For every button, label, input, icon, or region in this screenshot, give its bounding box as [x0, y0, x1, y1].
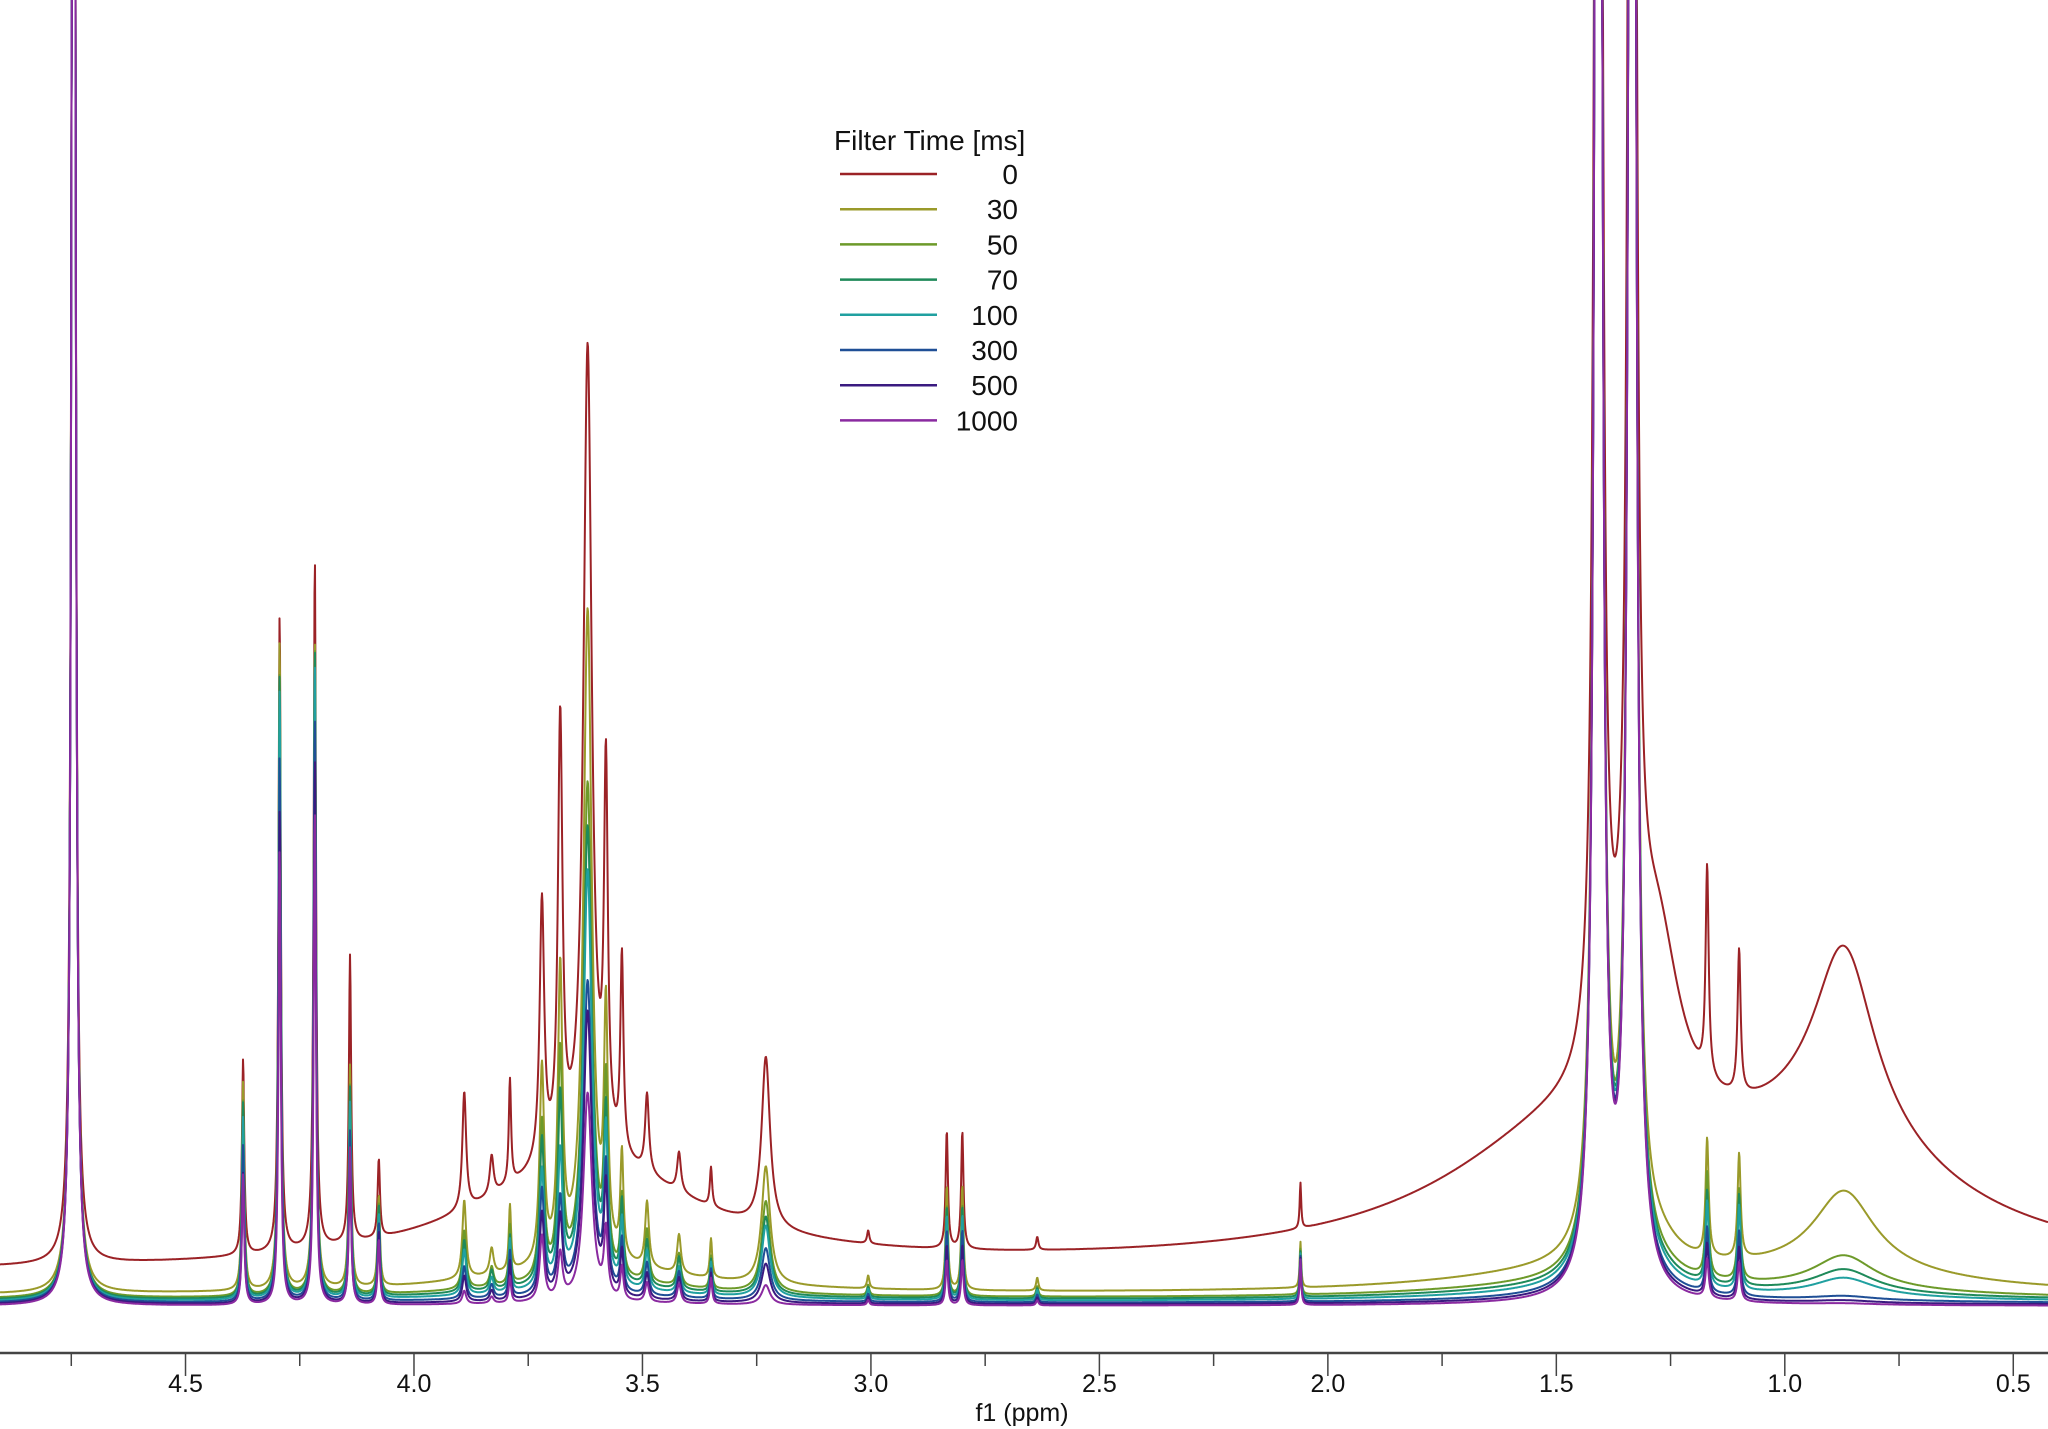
x-tick-label: 2.0 [1310, 1370, 1345, 1398]
legend-label-300: 300 [971, 335, 1018, 366]
series-line-500ms [0, 0, 2048, 1305]
x-tick-label: 4.0 [397, 1370, 432, 1398]
x-tick-label: 0.5 [1996, 1370, 2031, 1398]
series-line-100ms [0, 0, 2048, 1302]
x-tick-label: 1.5 [1539, 1370, 1574, 1398]
spectra [0, 0, 2048, 1307]
series-line-70ms [0, 0, 2048, 1300]
legend-label-100: 100 [971, 300, 1018, 331]
x-axis: 4.5 4.0 3.5 3.0 2.5 2.0 1.5 1.0 0.5 [0, 1351, 2048, 1398]
x-tick-label: 1.0 [1767, 1370, 1802, 1398]
legend-label-50: 50 [987, 229, 1018, 260]
legend-label-500: 500 [971, 370, 1018, 401]
series-line-50ms [0, 0, 2048, 1298]
series-line-300ms [0, 0, 2048, 1304]
x-tick-label: 3.5 [625, 1370, 660, 1398]
x-tick-label: 2.5 [1082, 1370, 1117, 1398]
legend-label-30: 30 [987, 194, 1018, 225]
x-tick-label: 3.0 [854, 1370, 889, 1398]
x-tick-label: 4.5 [168, 1370, 203, 1398]
legend-label-70: 70 [987, 265, 1018, 296]
legend-label-1000: 1000 [956, 405, 1018, 436]
legend-title: Filter Time [ms] [834, 125, 1025, 156]
x-axis-title: f1 (ppm) [975, 1399, 1068, 1427]
legend-label-0: 0 [1002, 159, 1018, 190]
series-line-0ms [0, 0, 2048, 1266]
legend: Filter Time [ms] 0 30 50 70 100 300 500 1000 [834, 125, 1025, 436]
series-line-1000ms [0, 0, 2048, 1307]
series-line-30ms [0, 0, 2048, 1294]
